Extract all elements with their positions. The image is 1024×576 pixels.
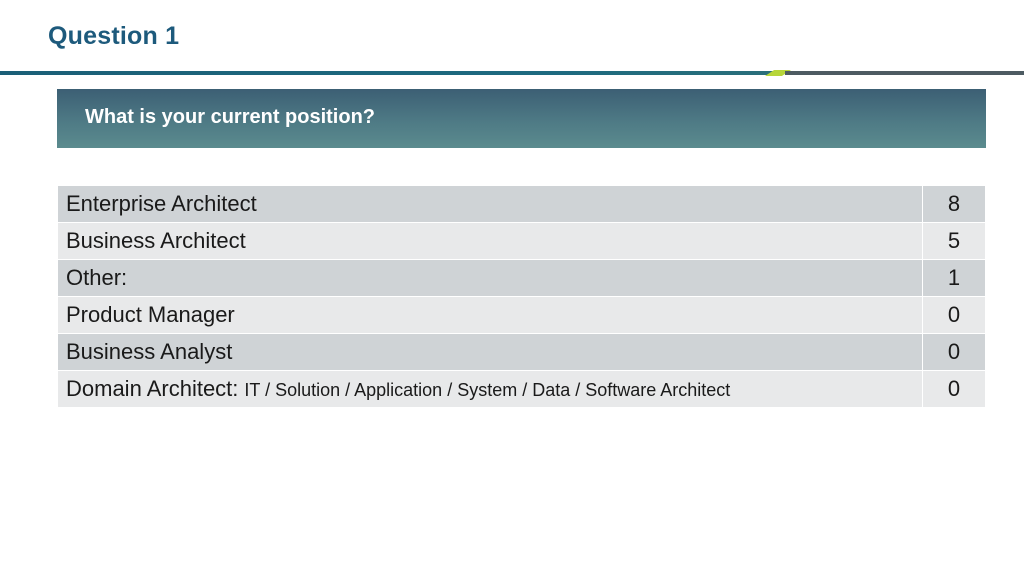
slide-title: Question 1 [48, 22, 180, 50]
table-row: Other: 1 [57, 259, 987, 297]
position-detail: IT / Solution / Application / System / D… [244, 380, 731, 400]
question-text: What is your current position? [85, 106, 376, 128]
divider-main-segment [0, 71, 780, 75]
table-row: Product Manager 0 [57, 296, 987, 334]
response-count: 8 [921, 185, 987, 223]
position-label: Other: [57, 259, 923, 297]
question-banner: What is your current position? [57, 89, 986, 148]
results-table: Enterprise Architect 8 Business Architec… [57, 185, 987, 408]
position-label: Product Manager [57, 296, 923, 334]
divider-accent-segment [765, 70, 791, 76]
table-row: Business Analyst 0 [57, 333, 987, 371]
table-row: Business Architect 5 [57, 222, 987, 260]
divider-right-segment [785, 71, 1024, 75]
table-row: Enterprise Architect 8 [57, 185, 987, 223]
position-label-cell: Domain Architect: IT / Solution / Applica… [57, 370, 923, 408]
response-count: 0 [921, 296, 987, 334]
table-row: Domain Architect: IT / Solution / Applica… [57, 370, 987, 408]
response-count: 1 [921, 259, 987, 297]
position-label: Enterprise Architect [57, 185, 923, 223]
position-label: Domain Architect: [66, 376, 239, 401]
response-count: 0 [921, 370, 987, 408]
response-count: 5 [921, 222, 987, 260]
position-label: Business Architect [57, 222, 923, 260]
position-label: Business Analyst [57, 333, 923, 371]
title-divider [0, 70, 1024, 76]
response-count: 0 [921, 333, 987, 371]
